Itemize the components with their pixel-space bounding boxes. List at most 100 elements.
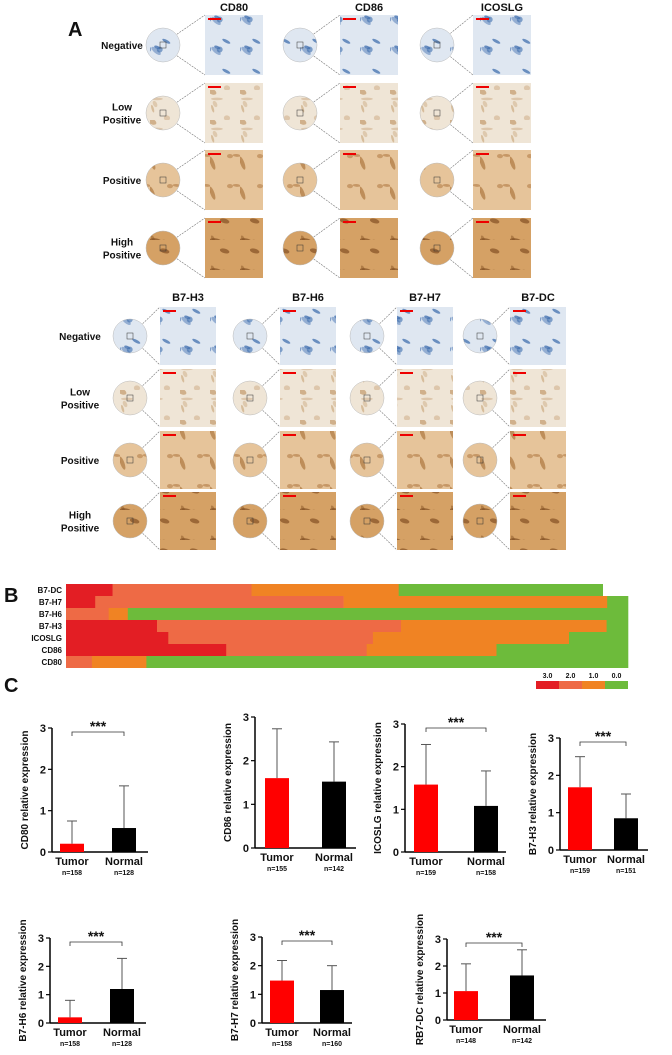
ihc-image-b7-h3-positive [112, 430, 216, 490]
tissue-core [282, 27, 318, 63]
y-tick-label: 1 [393, 804, 399, 816]
heatmap-segment-score-2 [66, 608, 109, 620]
bar-normal [320, 990, 344, 1023]
bar-normal [112, 828, 136, 852]
y-axis-label: ICOSLG relative expression [373, 722, 384, 854]
y-tick-label: 3 [38, 933, 44, 945]
heatmap-segment-score-1 [401, 620, 607, 632]
y-tick-label: 2 [38, 961, 44, 973]
tissue-core [145, 95, 181, 131]
panel-label-c: C [4, 675, 18, 697]
ihc-image-b7-h7-low [349, 368, 453, 428]
heatmap-row-label: CD86 [42, 646, 63, 655]
heatmap-segment-score-1 [91, 656, 147, 668]
heatmap-segment-score-0 [398, 584, 603, 596]
bar-tumor [58, 1017, 82, 1023]
ihc-image-b7-h3-negative [112, 306, 216, 366]
ihc-column-title: CD86 [355, 2, 383, 14]
tissue-zoom [205, 83, 263, 143]
bar-tumor [265, 778, 289, 848]
x-category-label: Normal [313, 1027, 351, 1039]
n-label: n=151 [616, 868, 636, 875]
tissue-core [112, 380, 148, 416]
n-label: n=158 [60, 1041, 80, 1048]
x-category-label: Normal [607, 854, 645, 866]
y-tick-label: 2 [250, 961, 256, 973]
tissue-core [282, 95, 318, 131]
tissue-core [145, 230, 181, 266]
heatmap-segment-score-1 [366, 644, 497, 656]
heatmap-segment-score-3 [66, 596, 96, 608]
y-tick-label: 0 [435, 1015, 441, 1027]
tissue-zoom [280, 492, 336, 550]
y-tick-label: 1 [250, 989, 256, 1001]
bar-tumor [568, 787, 592, 850]
tissue-core [145, 27, 181, 63]
x-category-label: Normal [503, 1024, 541, 1036]
tissue-core [112, 318, 148, 354]
significance-bracket [579, 741, 627, 746]
ihc-image-cd80-high [145, 217, 263, 279]
bar-normal [510, 975, 534, 1020]
ihc-row-label: Positive [61, 401, 100, 412]
tissue-zoom [397, 431, 453, 489]
ihc-image-cd86-high [282, 217, 398, 279]
bar-chart-b7-h3: 0 1 2 3 B7-H3 relative expression Tumor n=159 N… [528, 728, 648, 875]
tissue-core [232, 380, 268, 416]
n-label: n=159 [416, 870, 436, 877]
legend-swatch [559, 681, 582, 689]
legend-label: 3.0 [543, 673, 553, 680]
x-category-label: Tumor [563, 854, 597, 866]
tissue-core [232, 318, 268, 354]
legend-swatch [605, 681, 628, 689]
n-label: n=128 [112, 1041, 132, 1048]
heatmap-segment-score-3 [66, 584, 113, 596]
ihc-row-label: Low [112, 103, 132, 114]
bar-chart-cd86: 0 1 2 3 CD86 relative expression Tumor n=155 No… [223, 712, 356, 873]
n-label: n=159 [570, 868, 590, 875]
n-label: n=142 [324, 866, 344, 873]
tissue-zoom [510, 431, 566, 489]
heatmap-row-label: B7-H6 [39, 610, 63, 619]
tissue-zoom [280, 307, 336, 365]
significance-bracket [71, 731, 125, 736]
ihc-image-b7-h7-negative [349, 306, 453, 366]
tissue-core [419, 95, 455, 131]
heatmap-segment-score-0 [146, 656, 629, 668]
ihc-row-label: Positive [103, 116, 142, 127]
y-tick-label: 2 [243, 756, 249, 768]
tissue-zoom [205, 218, 263, 278]
ihc-column-title: CD80 [220, 2, 248, 14]
ihc-column-title: B7-DC [521, 292, 555, 304]
heatmap-row-label: B7-DC [38, 586, 63, 595]
tissue-core [112, 503, 148, 539]
y-tick-label: 3 [548, 733, 554, 745]
x-category-label: Normal [103, 1027, 141, 1039]
ihc-image-cd80-positive [145, 149, 263, 211]
ihc-image-cd86-positive [282, 149, 398, 211]
significance-stars: *** [448, 714, 465, 730]
n-label: n=128 [114, 870, 134, 877]
bar-tumor [60, 843, 84, 852]
y-tick-label: 1 [435, 988, 441, 1000]
n-label: n=160 [322, 1041, 342, 1048]
ihc-image-b7-dc-low [462, 368, 566, 428]
heatmap-segment-score-2 [226, 644, 367, 656]
x-category-label: Normal [105, 856, 143, 868]
tissue-zoom [473, 150, 531, 210]
tissue-zoom [473, 83, 531, 143]
bar-charts: 0 1 2 3 CD80 relative expression Tumor n=158 No… [18, 712, 648, 1048]
ihc-image-icoslg-low [419, 82, 531, 144]
significance-bracket [465, 942, 523, 947]
y-tick-label: 3 [40, 723, 46, 735]
heatmap-segment-score-1 [372, 632, 570, 644]
tissue-core [349, 503, 385, 539]
bar-chart-rb7-dc: 0 1 2 3 RB7-DC relative expression Tumor n=148… [415, 914, 546, 1045]
n-label: n=155 [267, 866, 287, 873]
tissue-zoom [160, 307, 216, 365]
significance-bracket [281, 940, 333, 945]
significance-stars: *** [90, 718, 107, 734]
ihc-row-label: High [111, 238, 133, 249]
bar-normal [110, 989, 134, 1023]
y-tick-label: 3 [393, 719, 399, 731]
